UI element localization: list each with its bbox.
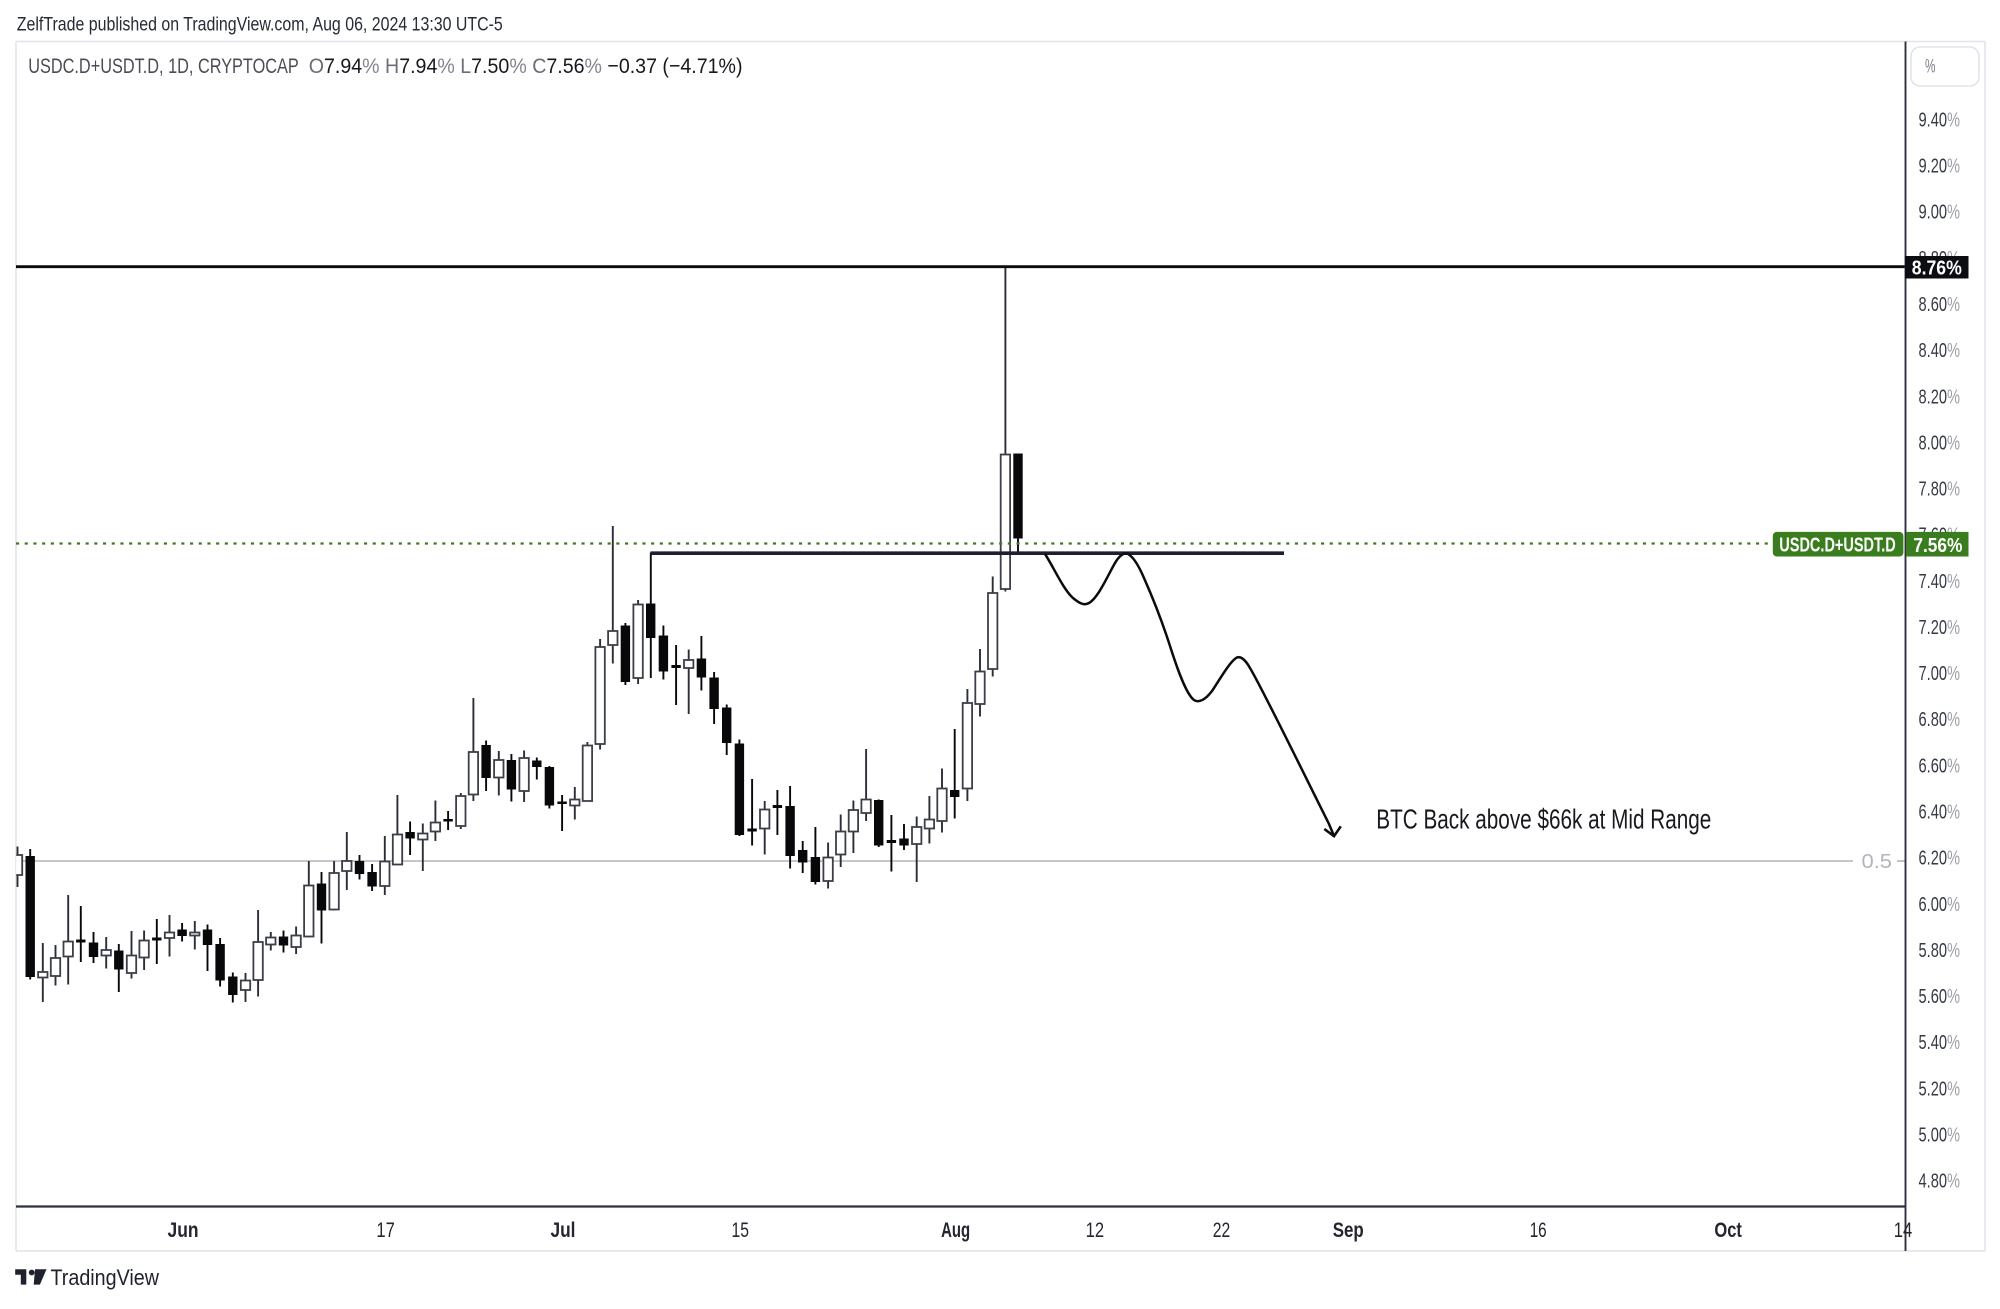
svg-text:Jul: Jul [551,1218,576,1242]
svg-text:%: % [1925,56,1936,78]
svg-text:17: 17 [376,1218,395,1242]
svg-text:USDC.D+USDT.D: USDC.D+USDT.D [1779,535,1896,557]
svg-text:8.40%: 8.40% [1919,339,1961,362]
svg-text:16: 16 [1530,1218,1547,1242]
svg-text:ZelfTrade published on Trading: ZelfTrade published on TradingView.com, … [17,13,503,35]
svg-text:9.40%: 9.40% [1919,108,1961,131]
svg-text:O7.94% H7.94% L7.50% C7.56% −0: O7.94% H7.94% L7.50% C7.56% −0.37 (−4.71… [309,54,743,78]
svg-text:5.80%: 5.80% [1919,939,1961,962]
svg-text:Jun: Jun [168,1218,199,1242]
svg-text:TradingView: TradingView [51,1265,160,1290]
svg-text:BTC Back above $66k at Mid Ran: BTC Back above $66k at Mid Range [1376,803,1711,834]
svg-text:USDC.D+USDT.D, 1D, CRYPTOCAP: USDC.D+USDT.D, 1D, CRYPTOCAP [28,54,299,78]
svg-text:0.5: 0.5 [1862,850,1893,873]
svg-text:8.76%: 8.76% [1912,258,1962,280]
svg-text:14: 14 [1894,1218,1913,1242]
svg-text:8.00%: 8.00% [1919,431,1961,454]
svg-text:Sep: Sep [1333,1218,1364,1242]
svg-text:4.80%: 4.80% [1919,1170,1961,1193]
svg-text:Oct: Oct [1714,1218,1742,1242]
svg-text:15: 15 [732,1218,750,1242]
svg-text:8.60%: 8.60% [1919,293,1961,316]
svg-text:5.40%: 5.40% [1919,1031,1961,1054]
svg-text:6.80%: 6.80% [1919,708,1961,731]
svg-text:Aug: Aug [941,1218,970,1242]
svg-text:6.00%: 6.00% [1919,893,1961,916]
svg-text:6.60%: 6.60% [1919,754,1961,777]
svg-text:7.56%: 7.56% [1913,535,1962,557]
svg-text:5.20%: 5.20% [1919,1077,1961,1100]
svg-text:6.20%: 6.20% [1919,847,1961,870]
svg-text:9.20%: 9.20% [1919,155,1961,178]
svg-text:6.40%: 6.40% [1919,801,1961,824]
svg-text:12: 12 [1086,1218,1105,1242]
svg-text:7.00%: 7.00% [1919,662,1961,685]
svg-text:5.60%: 5.60% [1919,985,1961,1008]
svg-text:7.20%: 7.20% [1919,616,1961,639]
svg-text:9.00%: 9.00% [1919,201,1961,224]
svg-text:7.80%: 7.80% [1919,478,1961,501]
svg-text:22: 22 [1213,1218,1231,1242]
svg-text:7.40%: 7.40% [1919,570,1961,593]
svg-text:8.20%: 8.20% [1919,385,1961,408]
svg-text:5.00%: 5.00% [1919,1124,1961,1147]
